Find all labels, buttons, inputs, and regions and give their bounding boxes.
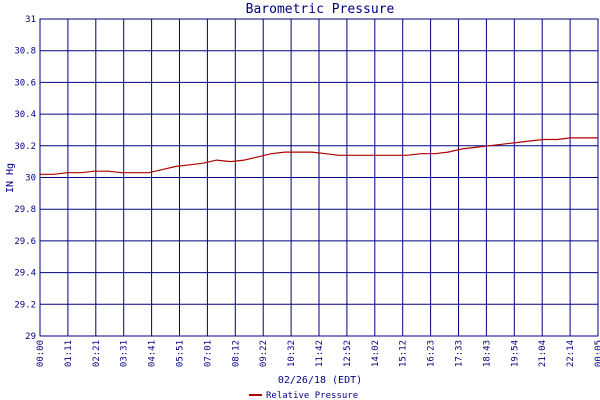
- legend-label: Relative Pressure: [266, 391, 358, 400]
- x-tick-label: 02:21: [92, 340, 102, 367]
- x-tick-label: 16:23: [427, 340, 437, 367]
- y-tick-label: 30.8: [14, 47, 36, 57]
- y-tick-label: 29: [25, 332, 36, 342]
- y-tick-labels: 29 29.2 29.4 29.6 29.8 30 30.2 30.4 30.6 30.8 31: [14, 15, 36, 342]
- x-tick-label: 11:42: [315, 340, 325, 367]
- x-tick-label: 17:33: [455, 340, 465, 367]
- x-tick-label: 05:51: [176, 340, 186, 367]
- x-tick-label: 12:52: [343, 340, 353, 367]
- x-tick-label: 08:12: [231, 340, 241, 367]
- series-line-relative-pressure: [40, 137, 598, 175]
- x-tick-label: 04:41: [148, 340, 158, 367]
- y-tick-label: 30: [25, 174, 36, 184]
- y-tick-label: 30.4: [14, 110, 36, 120]
- legend: Relative Pressure: [249, 391, 358, 400]
- x-tick-label: 00:05: [594, 340, 600, 367]
- y-tick-label: 29.2: [14, 300, 36, 310]
- x-tick-label: 21:04: [538, 340, 548, 367]
- x-tick-label: 09:22: [259, 340, 269, 367]
- x-tick-label: 00:00: [36, 340, 46, 367]
- y-tick-label: 30.6: [14, 78, 36, 88]
- y-tick-label: 29.8: [14, 205, 36, 215]
- x-tick-label: 15:12: [399, 340, 409, 367]
- chart-title: Barometric Pressure: [246, 2, 395, 17]
- y-axis-label: IN Hg: [5, 163, 16, 193]
- x-tick-label: 10:32: [287, 340, 297, 367]
- chart-series: [40, 137, 598, 175]
- y-tick-label: 30.2: [14, 142, 36, 152]
- y-tick-label: 29.4: [14, 269, 36, 279]
- x-tick-label: 22:14: [566, 340, 576, 367]
- x-tick-label: 19:54: [510, 340, 520, 367]
- y-tick-label: 31: [25, 15, 36, 25]
- chart-grid: [39, 18, 599, 337]
- x-axis-label: 02/26/18 (EDT): [278, 375, 362, 386]
- x-tick-label: 01:11: [64, 340, 74, 367]
- x-tick-label: 07:01: [203, 340, 213, 367]
- x-tick-label: 18:43: [482, 340, 492, 367]
- x-tick-label: 03:31: [120, 340, 130, 367]
- y-tick-label: 29.6: [14, 237, 36, 247]
- x-tick-label: 14:02: [371, 340, 381, 367]
- x-tick-labels: 00:00 01:11 02:21 03:31 04:41 05:51 07:01 08:12…: [36, 340, 600, 367]
